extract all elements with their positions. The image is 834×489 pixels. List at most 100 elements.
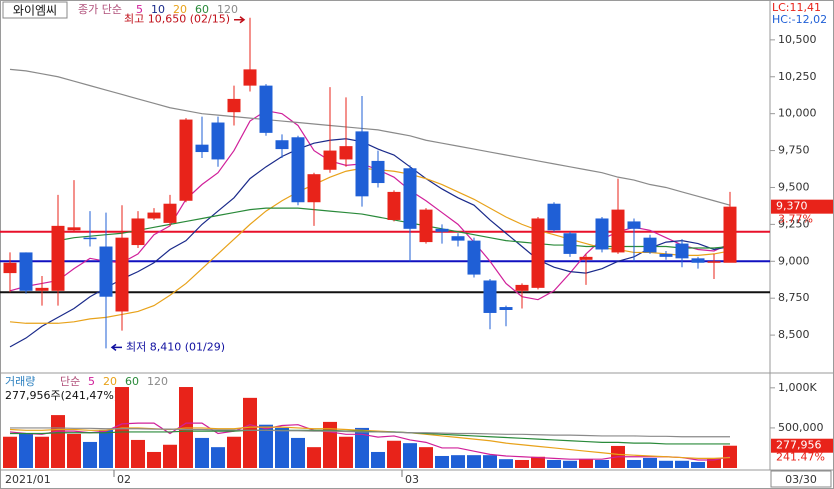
candle-body	[659, 253, 673, 257]
candle-body	[595, 218, 609, 250]
candle-body	[19, 252, 33, 291]
last-price-box	[771, 199, 833, 214]
low-note: 최저 8,410 (01/29)	[126, 340, 225, 353]
volume-bar	[547, 459, 561, 468]
candle-body	[419, 209, 433, 243]
volume-bar	[435, 455, 449, 468]
last-date-box	[770, 470, 832, 488]
candle-body	[307, 174, 321, 203]
candle-body	[99, 246, 113, 297]
x-tick-label: 2021/01	[5, 473, 51, 486]
candle-body	[115, 237, 129, 312]
ma-line	[9, 68, 731, 206]
candle-body	[611, 209, 625, 253]
candle-body	[35, 287, 49, 291]
ma-legend-item: 60	[195, 3, 209, 16]
volume-legend-item: 60	[125, 375, 139, 388]
volume-bar	[323, 421, 337, 468]
y-tick-label: 9,000	[778, 254, 810, 267]
volume-bar	[163, 444, 177, 468]
candle-body	[339, 146, 353, 160]
volume-bar	[19, 433, 33, 468]
high-note: 최고 10,650 (02/15)	[124, 13, 230, 26]
candle-body	[403, 168, 417, 229]
candle-body	[451, 236, 465, 241]
volume-bar	[451, 455, 465, 468]
candle-body	[675, 243, 689, 259]
y-tick-label: 10,000	[778, 107, 817, 120]
ma-line	[9, 110, 731, 301]
volume-bar	[371, 451, 385, 468]
candle-body	[691, 258, 705, 263]
volume-bar	[707, 457, 721, 468]
volume-change-label: 241.47%	[776, 451, 825, 464]
y-tick-label: 9,750	[778, 144, 810, 157]
volume-bar	[339, 436, 353, 468]
candle-body	[707, 261, 721, 263]
y-tick-label: 10,250	[778, 70, 817, 83]
volume-ma-line	[9, 422, 731, 461]
candle-body	[355, 131, 369, 197]
volume-bar	[675, 460, 689, 468]
volume-bar	[67, 433, 81, 468]
volume-bar	[691, 461, 705, 468]
candle-body	[51, 225, 65, 291]
ma-line	[9, 138, 731, 348]
volume-bar	[643, 457, 657, 468]
volume-bar	[467, 455, 481, 468]
y-tick-label: 8,750	[778, 291, 810, 304]
candle-body	[323, 150, 337, 170]
change-label: 3.77%	[778, 213, 813, 226]
candle-body	[627, 221, 641, 229]
last-volume-box	[771, 438, 833, 453]
volume-bar	[627, 459, 641, 468]
last-price-label: 9,370	[776, 200, 808, 213]
volume-bar	[387, 440, 401, 468]
volume-bar	[259, 424, 273, 468]
volume-bar	[3, 436, 17, 468]
ma-legend-item: 10	[151, 3, 165, 16]
volume-bar	[99, 429, 113, 468]
volume-bar	[211, 447, 225, 468]
candle-body	[243, 69, 257, 86]
candle-body	[547, 203, 561, 231]
candle-body	[195, 144, 209, 153]
x-tick-label: 03	[405, 473, 419, 486]
volume-ma-line	[10, 427, 730, 438]
candle-body	[499, 307, 513, 310]
volume-bar	[291, 437, 305, 468]
volume-bar	[483, 455, 497, 468]
volume-bar	[243, 397, 257, 468]
ma-legend-item: 20	[173, 3, 187, 16]
volume-bar	[563, 460, 577, 468]
volume-bar	[499, 459, 513, 468]
volume-bar	[531, 456, 545, 468]
candle-body	[163, 203, 177, 223]
candle-body	[227, 98, 241, 113]
volume-bar	[659, 460, 673, 468]
low-arrow	[110, 343, 122, 351]
hc-label: HC:-12,02	[772, 13, 827, 26]
volume-y-tick-label: 1,000K	[778, 381, 817, 394]
stock-name: 와이엠씨	[13, 4, 57, 18]
volume-bar	[419, 447, 433, 468]
ma-line	[9, 167, 731, 324]
volume-bar	[595, 459, 609, 468]
volume-bar	[195, 437, 209, 468]
lc-label: LC:11,41	[772, 1, 821, 14]
candle-body	[83, 237, 97, 240]
candle-body	[515, 284, 529, 291]
candle-body	[387, 191, 401, 220]
candle-body	[179, 119, 193, 201]
volume-bar	[515, 459, 529, 468]
volume-legend-label: 거래량	[5, 375, 35, 388]
candle-body	[259, 85, 273, 133]
ma-legend-item: 5	[136, 3, 143, 16]
y-tick-label: 10,500	[778, 33, 817, 46]
candle-body	[723, 206, 737, 263]
volume-legend-item: 5	[88, 375, 95, 388]
candle-body	[435, 228, 449, 232]
volume-bar	[51, 415, 65, 468]
